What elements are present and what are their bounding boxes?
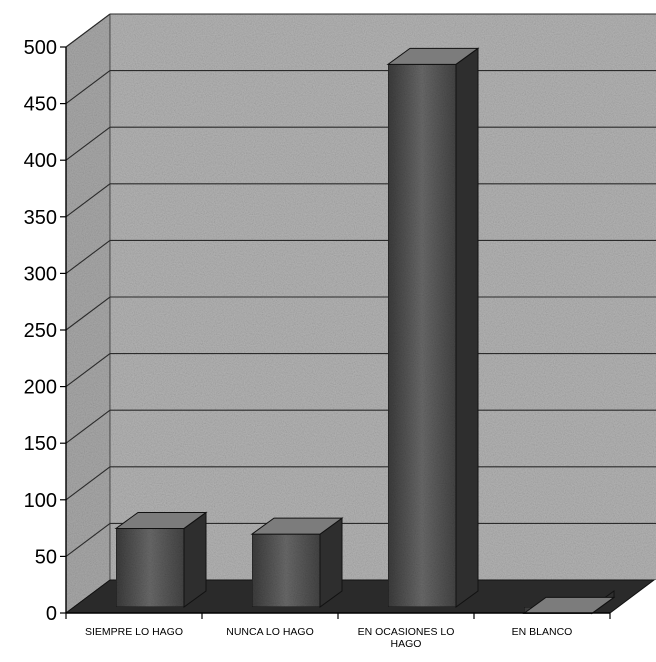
x-tick-label: NUNCA LO HAGO [226,626,314,638]
bar-side-face [455,47,479,608]
bar-front-face [387,63,457,608]
y-tick-label: 0 [46,603,57,625]
y-tick-label: 450 [24,94,57,116]
bar [386,47,480,608]
bar-front-face [251,533,321,608]
y-tick-label: 150 [24,433,57,455]
bar-top-face [114,511,208,529]
bar [250,517,344,608]
y-tick-label: 350 [24,207,57,229]
axes [60,46,611,619]
y-tick-label: 50 [35,546,57,568]
bar-top-face [386,47,480,65]
x-axis-tick-labels: SIEMPRE LO HAGO NUNCA LO HAGO EN OCASIONES… [85,626,572,650]
gridline [65,183,656,218]
y-tick-label: 100 [24,490,57,512]
bar-front-face [115,527,185,608]
gridline [65,126,656,161]
bar [114,511,208,608]
gridline [65,239,656,274]
gridline [65,296,656,331]
x-tick-label: EN OCASIONES LO HAGO [358,626,455,650]
bars [114,47,616,615]
gridline [65,353,656,388]
y-tick-label: 250 [24,320,57,342]
y-tick-label: 300 [24,263,57,285]
gridlines [65,13,656,557]
x-tick-label: SIEMPRE LO HAGO [85,626,183,638]
y-tick-label: 400 [24,150,57,172]
gridline [65,13,656,48]
bar-top-face [250,517,344,535]
x-tick-label: EN BLANCO [512,626,573,638]
y-tick-label: 500 [24,37,57,59]
y-axis-tick-labels: 0 50 100 150 200 250 300 350 400 450 500 [24,37,57,625]
gridline [65,522,656,557]
gridline [65,70,656,105]
gridline [65,466,656,501]
gridline [65,409,656,444]
y-tick-label: 200 [24,377,57,399]
